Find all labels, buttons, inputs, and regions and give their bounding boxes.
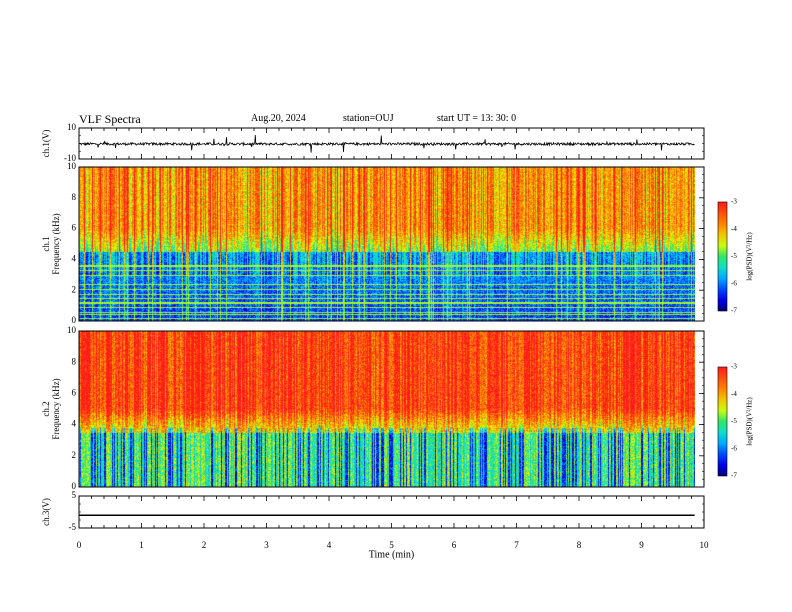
colorbar-tick-label: -3 [731, 363, 737, 371]
x-tick-label: 4 [327, 540, 332, 550]
x-tick-label: 9 [639, 540, 644, 550]
y-axis-label: ch.1 [41, 236, 51, 251]
y-axis-label: ch.2 [41, 401, 51, 416]
ch1-trace [79, 134, 695, 153]
ch1-waveform-panel: 10 -10 ch.1(V) [41, 122, 705, 163]
y-axis-label: ch.1(V) [41, 130, 51, 158]
colorbar-tick-label: -3 [731, 198, 737, 206]
y-tick-label: 2 [72, 284, 77, 294]
x-tick-label: 1 [139, 540, 144, 550]
x-tick-label: 5 [389, 540, 394, 550]
y-tick-label: 4 [72, 253, 77, 263]
y-axis-label: Frequency (kHz) [51, 378, 61, 439]
y-axis-label: ch.3(V) [41, 498, 51, 526]
x-tick-label: 2 [202, 540, 207, 550]
x-axis-label: Time (min) [369, 549, 414, 560]
ch3-waveform-panel: 5 -5 ch.3(V) 0 1 2 3 4 5 6 7 8 9 10 Time (min) [41, 490, 709, 560]
y-tick-label: 10 [67, 122, 77, 132]
colorbar [717, 201, 728, 312]
panel-frame [78, 330, 705, 488]
x-tick-label: 10 [700, 540, 710, 550]
y-tick-label: 4 [72, 419, 77, 429]
colorbar [717, 366, 728, 477]
ch1-spectrogram-image [79, 167, 695, 321]
date-label: Aug.20, 2024 [251, 113, 306, 124]
x-tick-label: 8 [577, 540, 582, 550]
y-tick-label: 6 [72, 223, 77, 233]
y-tick-label: 10 [67, 325, 77, 335]
ch2-spectrogram-image [79, 331, 695, 487]
x-tick-label: 7 [514, 540, 519, 550]
y-axis-label: Frequency (kHz) [51, 213, 61, 274]
y-tick-label: 0 [72, 315, 77, 325]
y-tick-label: 8 [72, 356, 77, 366]
colorbar-label: log(PSD)(V²/Hz) [746, 397, 754, 446]
y-tick-label: 6 [72, 387, 77, 397]
x-tick-label: 6 [452, 540, 457, 550]
colorbar-tick-label: -4 [731, 225, 737, 233]
colorbar-tick-label: -7 [731, 472, 737, 480]
start-time-label: start UT = 13: 30: 0 [437, 113, 517, 124]
y-tick-label: 10 [67, 161, 77, 171]
ch1-spectrogram-panel: 0 2 4 6 8 10 ch.1 Frequency (kHz) [41, 161, 705, 325]
y-tick-label: 2 [72, 450, 77, 460]
colorbar-tick-label: -6 [731, 279, 737, 287]
chart-title: VLF Spectra [79, 112, 141, 126]
y-tick-label: 8 [72, 192, 77, 202]
y-tick-label: 0 [72, 481, 77, 491]
colorbar-tick-label: -5 [731, 417, 737, 425]
y-tick-label: -5 [69, 522, 77, 532]
panel-frame [78, 166, 705, 322]
station-label: station=OUJ [343, 113, 394, 124]
colorbars: -3 -4 -5 -6 -7 log(PSD)(V²/Hz) -3 -4 -5 -6 -7 log(P… [717, 198, 754, 480]
y-tick-label: 5 [72, 490, 77, 500]
colorbar-tick-label: -4 [731, 390, 737, 398]
y-tick-label: -10 [64, 153, 76, 163]
x-tick-label: 0 [77, 540, 82, 550]
colorbar-tick-label: -6 [731, 444, 737, 452]
ch2-spectrogram-panel: 0 2 4 6 8 10 ch.2 Frequency (kHz) [41, 325, 705, 491]
colorbar-tick-label: -7 [731, 307, 737, 315]
x-tick-label: 3 [264, 540, 269, 550]
colorbar-tick-label: -5 [731, 252, 737, 260]
colorbar-label: log(PSD)(V²/Hz) [746, 232, 754, 281]
